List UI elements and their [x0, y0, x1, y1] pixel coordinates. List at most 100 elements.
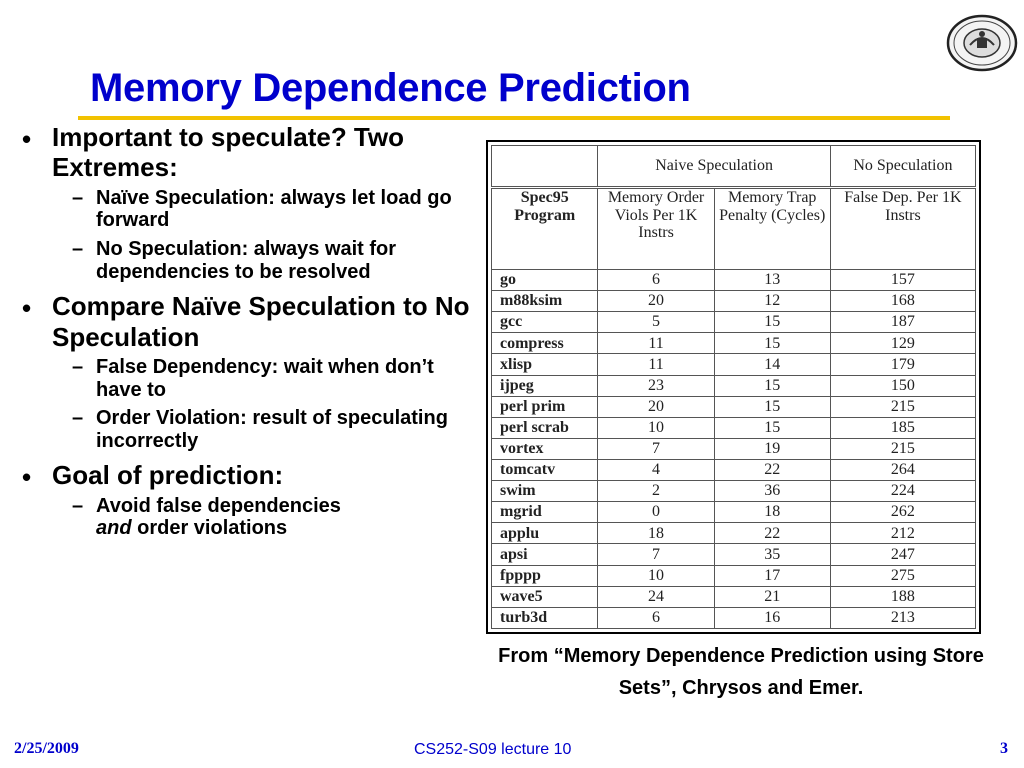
title-underline [78, 116, 950, 120]
value-cell: 15 [713, 332, 831, 355]
program-cell: wave5 [490, 585, 599, 608]
value-cell: 10 [597, 564, 715, 587]
table-group-header-row: Naive Speculation No Speculation [490, 145, 977, 188]
table-column-header-row: Spec95 Program Memory Order Viols Per 1K… [490, 187, 977, 270]
table-row: apsi 7 35 247 [490, 543, 977, 566]
value-cell: 15 [713, 416, 831, 439]
sub-bullet-text: order violations [131, 517, 288, 540]
value-cell: 224 [829, 480, 977, 503]
table-row: vortex 7 19 215 [490, 437, 977, 460]
value-cell: 4 [597, 458, 715, 482]
value-cell: 36 [713, 480, 831, 503]
value-cell: 7 [597, 543, 715, 566]
table-row: turb3d 6 16 213 [490, 606, 977, 630]
footer-course: CS252-S09 lecture 10 [414, 741, 572, 758]
value-cell: 14 [713, 353, 831, 376]
value-cell: 20 [597, 290, 715, 313]
value-cell: 2 [597, 480, 715, 503]
column-header: False Dep. Per 1K Instrs [829, 187, 977, 270]
column-header: Memory Order Viols Per 1K Instrs [597, 187, 715, 270]
value-cell: 15 [713, 374, 831, 397]
footer-page-number: 3 [1000, 740, 1008, 757]
bullet-dot: • [22, 124, 32, 154]
bullet-text: Important to speculate? Two Extremes: [52, 122, 404, 183]
table-row: tomcatv 4 22 264 [490, 458, 977, 482]
value-cell: 12 [713, 290, 831, 313]
value-cell: 275 [829, 564, 977, 587]
sub-bullet-text: Naïve Speculation: always let load go fo… [96, 186, 452, 232]
bullet-text: Compare Naïve Speculation to No Speculat… [52, 291, 470, 352]
value-cell: 22 [713, 522, 831, 545]
sub-bullet-text: Order Violation: result of speculating i… [96, 407, 448, 452]
program-cell: ijpeg [490, 374, 599, 397]
program-cell: m88ksim [490, 290, 599, 313]
value-cell: 247 [829, 543, 977, 566]
value-cell: 6 [597, 268, 715, 292]
value-cell: 129 [829, 332, 977, 355]
bullet-item: • Compare Naïve Speculation to No Specul… [20, 291, 470, 452]
value-cell: 11 [597, 353, 715, 376]
results-table-frame: Naive Speculation No Speculation Spec95 … [486, 140, 981, 634]
table-row: wave5 24 21 188 [490, 585, 977, 608]
program-cell: mgrid [490, 501, 599, 524]
table-row: m88ksim 20 12 168 [490, 290, 977, 313]
value-cell: 13 [713, 268, 831, 292]
value-cell: 212 [829, 522, 977, 545]
sub-bullet-list: – Naïve Speculation: always let load go f… [52, 187, 470, 283]
bullet-item: • Important to speculate? Two Extremes: … [20, 122, 470, 283]
value-cell: 15 [713, 395, 831, 418]
group-header-cell: No Speculation [829, 145, 977, 188]
program-cell: applu [490, 522, 599, 545]
value-cell: 21 [713, 585, 831, 608]
sub-bullet-item: – Order Violation: result of speculating … [72, 407, 448, 452]
group-header-cell: Naive Speculation [597, 145, 831, 188]
column-header: Memory Trap Penalty (Cycles) [713, 187, 831, 270]
sub-bullet-item: – False Dependency: wait when don’t have … [72, 356, 434, 401]
value-cell: 262 [829, 501, 977, 524]
value-cell: 215 [829, 437, 977, 460]
sub-bullet-text: Avoid false dependencies [96, 494, 341, 517]
table-row: mgrid 0 18 262 [490, 501, 977, 524]
value-cell: 157 [829, 268, 977, 292]
sub-bullet-item: – Naïve Speculation: always let load go f… [72, 186, 452, 232]
value-cell: 215 [829, 395, 977, 418]
program-cell: apsi [490, 543, 599, 566]
bullet-list: • Important to speculate? Two Extremes: … [20, 122, 470, 548]
table-row: perl prim 20 15 215 [490, 395, 977, 418]
table-row: ijpeg 23 15 150 [490, 374, 977, 397]
table-row: fpppp 10 17 275 [490, 564, 977, 587]
program-cell: xlisp [490, 353, 599, 376]
university-seal-icon [946, 14, 1018, 72]
sub-bullet-item: – No Speculation: always wait for depende… [72, 238, 397, 283]
results-table: Naive Speculation No Speculation Spec95 … [490, 145, 977, 630]
value-cell: 7 [597, 437, 715, 460]
slide-title: Memory Dependence Prediction [90, 66, 691, 110]
value-cell: 23 [597, 374, 715, 397]
value-cell: 15 [713, 311, 831, 334]
value-cell: 213 [829, 606, 977, 630]
program-cell: turb3d [490, 606, 599, 630]
program-cell: perl scrab [490, 416, 599, 439]
value-cell: 24 [597, 585, 715, 608]
sub-bullet-emphasis: and [96, 517, 132, 540]
program-cell: tomcatv [490, 458, 599, 482]
table-row: applu 18 22 212 [490, 522, 977, 545]
program-cell: fpppp [490, 564, 599, 587]
value-cell: 16 [713, 606, 831, 630]
value-cell: 22 [713, 458, 831, 482]
program-cell: gcc [490, 311, 599, 334]
program-cell: vortex [490, 437, 599, 460]
group-header-cell [490, 145, 599, 188]
sub-bullet-list: – Avoid false dependencies and order viola… [52, 495, 470, 540]
program-cell: swim [490, 480, 599, 503]
value-cell: 18 [597, 522, 715, 545]
bullet-dot: • [22, 293, 32, 324]
bullet-item: • Goal of prediction: – Avoid false depen… [20, 460, 470, 540]
footer-date: 2/25/2009 [14, 740, 79, 757]
value-cell: 188 [829, 585, 977, 608]
sub-bullet-text: No Speculation: always wait for dependen… [96, 238, 397, 283]
table-row: perl scrab 10 15 185 [490, 416, 977, 439]
sub-bullet-item: – Avoid false dependencies and order viola… [72, 494, 341, 540]
bullet-dot: • [22, 462, 32, 493]
value-cell: 35 [713, 543, 831, 566]
